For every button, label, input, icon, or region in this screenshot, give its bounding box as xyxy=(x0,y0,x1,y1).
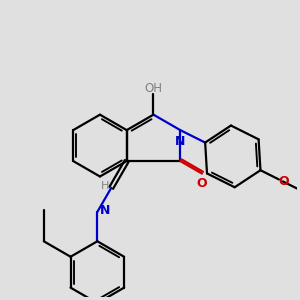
Text: O: O xyxy=(196,177,207,190)
Text: N: N xyxy=(100,204,111,217)
Text: OH: OH xyxy=(145,82,163,95)
Text: O: O xyxy=(278,175,289,188)
Text: H: H xyxy=(100,181,109,191)
Text: N: N xyxy=(175,135,185,148)
